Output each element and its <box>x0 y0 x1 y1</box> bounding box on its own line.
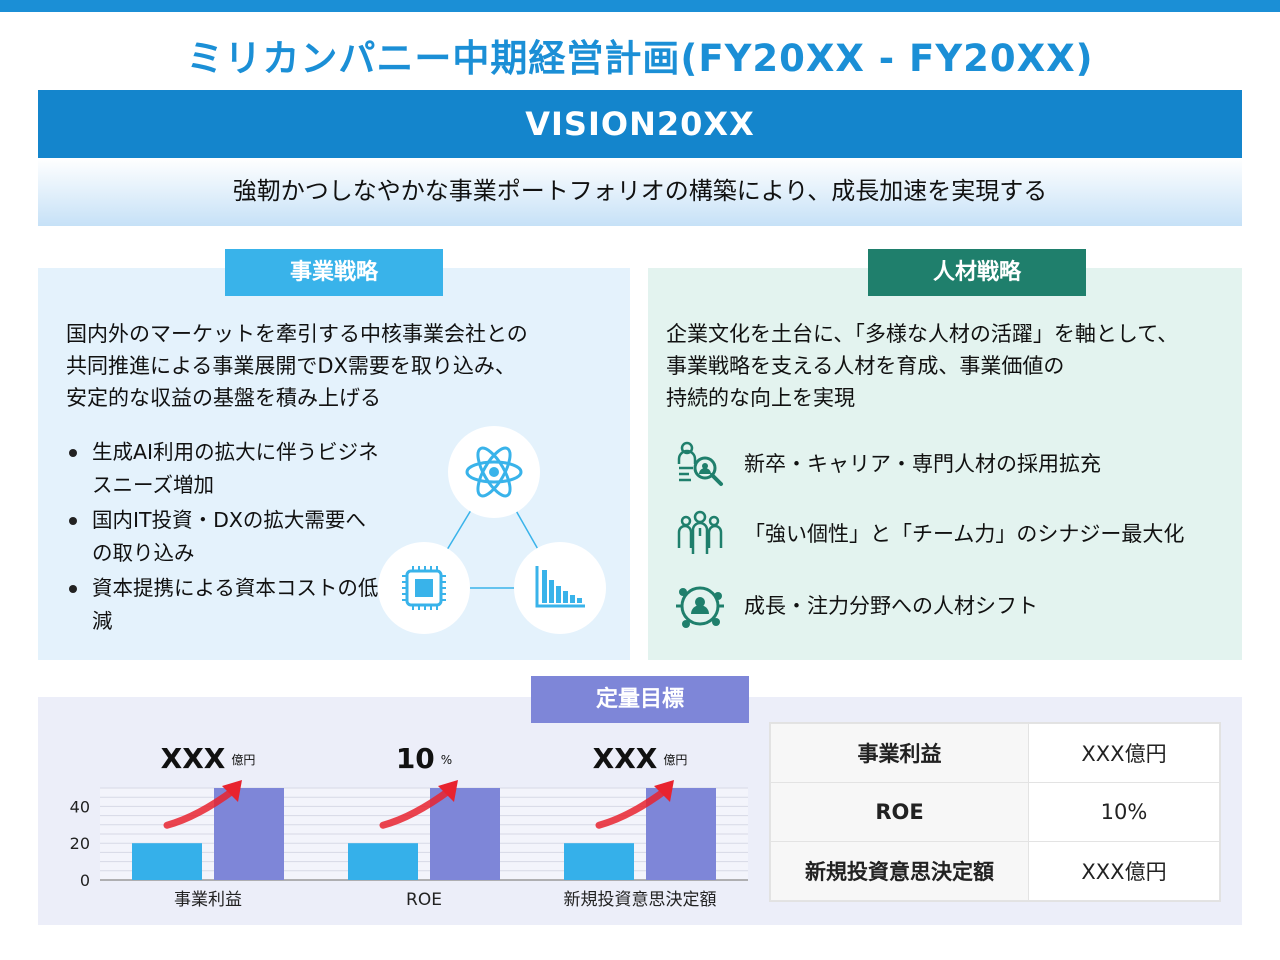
kpi-value: 10% <box>1028 782 1220 842</box>
hr-item-text: 新卒・キャリア・専門人材の採用拡充 <box>744 452 1101 476</box>
atom-icon <box>448 426 540 518</box>
bar-annotation: XXX 億円 <box>593 742 688 775</box>
hr-line: 持続的な向上を実現 <box>666 386 855 410</box>
bar <box>348 843 418 880</box>
bullet-item: 資本提携による資本コストの低減 <box>66 572 386 638</box>
growth-arrowhead <box>438 780 458 802</box>
business-icon-diagram <box>378 426 606 634</box>
business-line: 国内外のマーケットを牽引する中核事業会社との <box>66 322 528 346</box>
chip-icon <box>378 542 470 634</box>
bar <box>646 788 716 880</box>
bar-annotation: 10% <box>396 742 452 775</box>
bullet-item: 国内IT投資・DXの拡大需要への取り込み <box>66 504 386 570</box>
business-strategy-tag: 事業戦略 <box>225 249 443 296</box>
business-bullet-list: 生成AI利用の拡大に伴うビジネスニーズ増加 国内IT投資・DXの拡大需要への取り… <box>66 436 386 640</box>
growth-arrowhead <box>222 780 242 802</box>
hr-strategy-tag: 人材戦略 <box>868 249 1086 296</box>
bar <box>564 843 634 880</box>
kpi-bar-chart: 0 20 40 事業利益 XXX 億円 ROE 10 % 新規投資意思決定額 XXX 億円 <box>70 742 748 910</box>
team-icon <box>677 510 723 554</box>
hr-strategy-panel <box>648 268 1242 660</box>
table-row: ROE 10% <box>770 782 1220 842</box>
category-label: ROE <box>406 890 442 910</box>
growth-arrow <box>595 786 670 829</box>
bar-chart-icon <box>514 542 606 634</box>
bar-annotation: XXX 億円 <box>161 742 256 775</box>
hr-line: 企業文化を土台に、「多様な人材の活躍」を軸として、 <box>666 322 1179 346</box>
bullet-item: 生成AI利用の拡大に伴うビジネスニーズ増加 <box>66 436 386 502</box>
category-label: 事業利益 <box>174 890 242 910</box>
business-line: 共同推進による事業展開でDX需要を取り込み、 <box>66 354 516 378</box>
kpi-table: 事業利益 XXX億円 ROE 10% 新規投資意思決定額 XXX億円 <box>770 723 1220 901</box>
kpi-label: ROE <box>770 782 1029 842</box>
category-label: 新規投資意思決定額 <box>564 890 717 910</box>
hr-item-text: 成長・注力分野への人材シフト <box>744 594 1038 618</box>
kpi-value: XXX億円 <box>1028 723 1220 783</box>
kpi-value: XXX億円 <box>1028 841 1220 901</box>
vision-statement: 強靭かつしなやかな事業ポートフォリオの構築により、成長加速を実現する <box>38 158 1242 226</box>
talent-shift-icon <box>676 586 724 628</box>
growth-arrow <box>163 786 238 829</box>
kpi-label: 新規投資意思決定額 <box>770 841 1029 901</box>
table-row: 新規投資意思決定額 XXX億円 <box>770 841 1220 901</box>
vision-banner: VISION20XX <box>38 90 1242 158</box>
table-row: 事業利益 XXX億円 <box>770 723 1220 783</box>
business-strategy-text: 国内外のマーケットを牽引する中核事業会社との 共同推進による事業展開でDX需要を… <box>66 318 626 414</box>
kpi-tag: 定量目標 <box>531 676 749 723</box>
growth-arrowhead <box>654 780 674 802</box>
bar <box>132 843 202 880</box>
kpi-label: 事業利益 <box>770 723 1029 783</box>
bar <box>430 788 500 880</box>
top-accent-bar <box>0 0 1280 12</box>
recruit-search-icon <box>677 441 723 486</box>
hr-item-text: 「強い個性」と「チーム力」のシナジー最大化 <box>744 522 1185 546</box>
bar <box>214 788 284 880</box>
business-line: 安定的な収益の基盤を積み上げる <box>66 386 381 410</box>
page-title: ミリカンパニー中期経営計画(FY20XX - FY20XX) <box>186 37 1094 80</box>
hr-strategy-text: 企業文化を土台に、「多様な人材の活躍」を軸として、 事業戦略を支える人材を育成、… <box>666 318 1240 414</box>
hr-line: 事業戦略を支える人材を育成、事業価値の <box>666 354 1065 378</box>
growth-arrow <box>379 786 454 829</box>
y-tick-label: 20 <box>70 834 90 853</box>
y-tick-label: 40 <box>70 797 90 816</box>
y-tick-label: 0 <box>80 871 90 890</box>
